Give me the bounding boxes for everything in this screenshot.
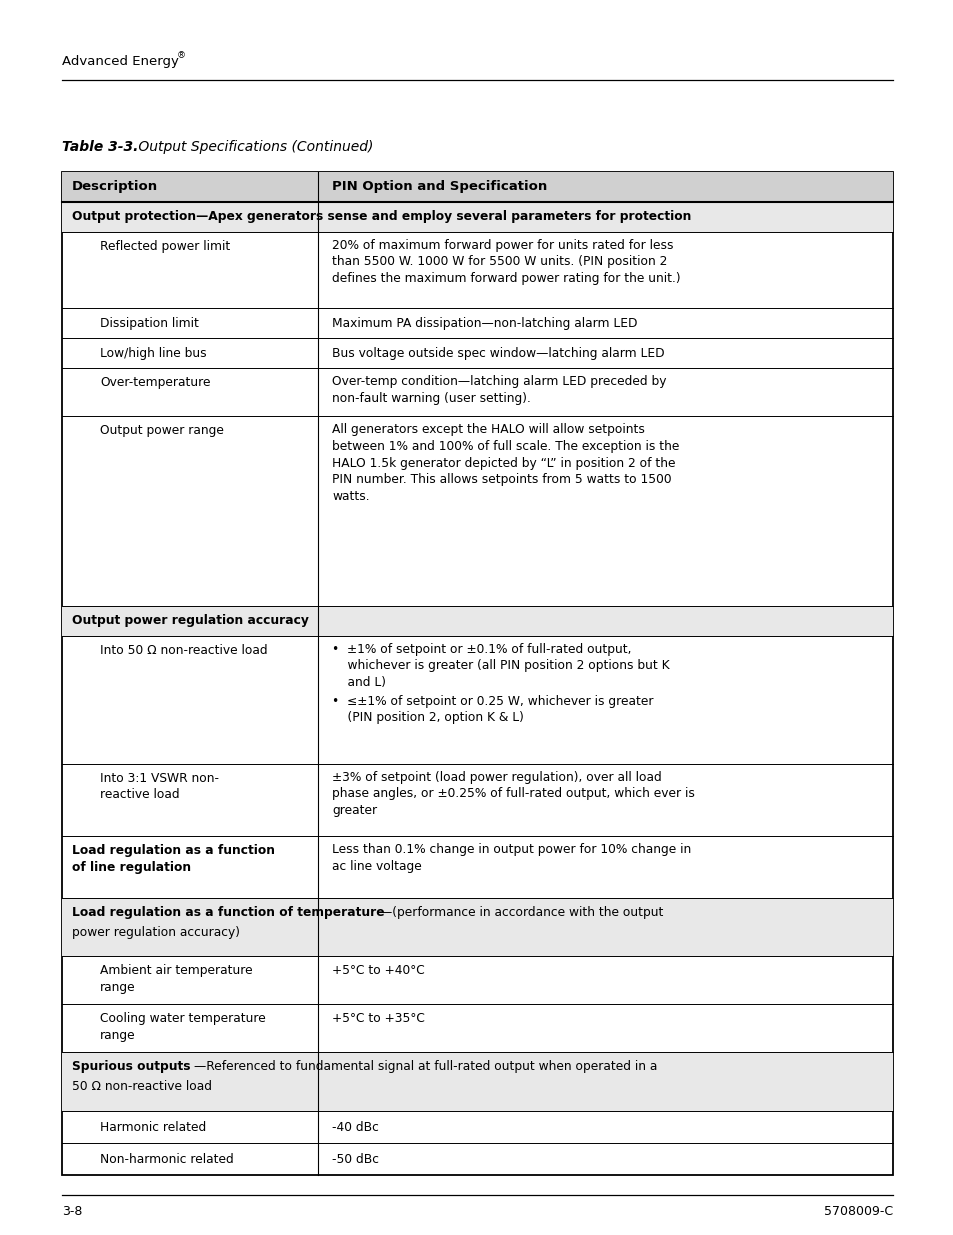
Bar xyxy=(62,172,892,1174)
Text: Advanced Energy: Advanced Energy xyxy=(62,56,179,68)
Text: Load regulation as a function of temperature: Load regulation as a function of tempera… xyxy=(71,905,384,919)
Text: Output power regulation accuracy: Output power regulation accuracy xyxy=(71,614,309,627)
Text: Load regulation as a function
of line regulation: Load regulation as a function of line re… xyxy=(71,844,274,874)
Text: 50 Ω non-reactive load: 50 Ω non-reactive load xyxy=(71,1081,212,1093)
Text: Non-harmonic related: Non-harmonic related xyxy=(100,1152,233,1166)
Text: Harmonic related: Harmonic related xyxy=(100,1120,206,1134)
Text: 3-8: 3-8 xyxy=(62,1205,82,1218)
Text: •  ≤±1% of setpoint or 0.25 W, whichever is greater
    (PIN position 2, option : • ≤±1% of setpoint or 0.25 W, whichever … xyxy=(332,694,653,725)
Text: —Referenced to fundamental signal at full-rated output when operated in a: —Referenced to fundamental signal at ful… xyxy=(193,1061,657,1073)
Text: Maximum PA dissipation—non-latching alarm LED: Maximum PA dissipation—non-latching alar… xyxy=(332,317,637,330)
Text: Over-temperature: Over-temperature xyxy=(100,377,211,389)
Text: Into 50 Ω non-reactive load: Into 50 Ω non-reactive load xyxy=(100,643,268,657)
Text: PIN Option and Specification: PIN Option and Specification xyxy=(332,180,547,194)
Text: 5708009-C: 5708009-C xyxy=(823,1205,892,1218)
Text: Bus voltage outside spec window—latching alarm LED: Bus voltage outside spec window—latching… xyxy=(332,347,664,359)
Text: All generators except the HALO will allow setpoints
between 1% and 100% of full : All generators except the HALO will allo… xyxy=(332,424,679,504)
Text: Low/high line bus: Low/high line bus xyxy=(100,347,207,359)
Text: ®: ® xyxy=(177,51,186,61)
Text: Output power range: Output power range xyxy=(100,424,224,437)
Text: Ambient air temperature
range: Ambient air temperature range xyxy=(100,965,253,994)
Bar xyxy=(62,1052,892,1112)
Text: +5°C to +35°C: +5°C to +35°C xyxy=(332,1013,424,1025)
Text: Spurious outputs: Spurious outputs xyxy=(71,1061,191,1073)
Text: •  ±1% of setpoint or ±0.1% of full-rated output,
    whichever is greater (all : • ±1% of setpoint or ±0.1% of full-rated… xyxy=(332,642,669,689)
Text: Table 3-3.: Table 3-3. xyxy=(62,140,138,154)
Bar xyxy=(62,606,892,636)
Text: power regulation accuracy): power regulation accuracy) xyxy=(71,926,240,939)
Text: Over-temp condition—latching alarm LED preceded by
non-fault warning (user setti: Over-temp condition—latching alarm LED p… xyxy=(332,375,666,405)
Text: -40 dBc: -40 dBc xyxy=(332,1120,378,1134)
Text: Less than 0.1% change in output power for 10% change in
ac line voltage: Less than 0.1% change in output power fo… xyxy=(332,844,691,873)
Text: -50 dBc: -50 dBc xyxy=(332,1152,378,1166)
Bar xyxy=(62,898,892,956)
Text: +5°C to +40°C: +5°C to +40°C xyxy=(332,965,424,977)
Text: —(performance in accordance with the output: —(performance in accordance with the out… xyxy=(379,905,662,919)
Text: Into 3:1 VSWR non-
reactive load: Into 3:1 VSWR non- reactive load xyxy=(100,772,219,802)
Text: Description: Description xyxy=(71,180,158,194)
Bar xyxy=(62,172,892,201)
Text: Output Specifications (Continued): Output Specifications (Continued) xyxy=(133,140,373,154)
Text: Dissipation limit: Dissipation limit xyxy=(100,317,198,330)
Text: Cooling water temperature
range: Cooling water temperature range xyxy=(100,1013,266,1042)
Bar xyxy=(62,201,892,232)
Text: ±3% of setpoint (load power regulation), over all load
phase angles, or ±0.25% o: ±3% of setpoint (load power regulation),… xyxy=(332,771,694,818)
Text: Output protection—Apex generators sense and employ several parameters for protec: Output protection—Apex generators sense … xyxy=(71,210,691,224)
Text: 20% of maximum forward power for units rated for less
than 5500 W. 1000 W for 55: 20% of maximum forward power for units r… xyxy=(332,238,679,285)
Text: Reflected power limit: Reflected power limit xyxy=(100,240,230,253)
